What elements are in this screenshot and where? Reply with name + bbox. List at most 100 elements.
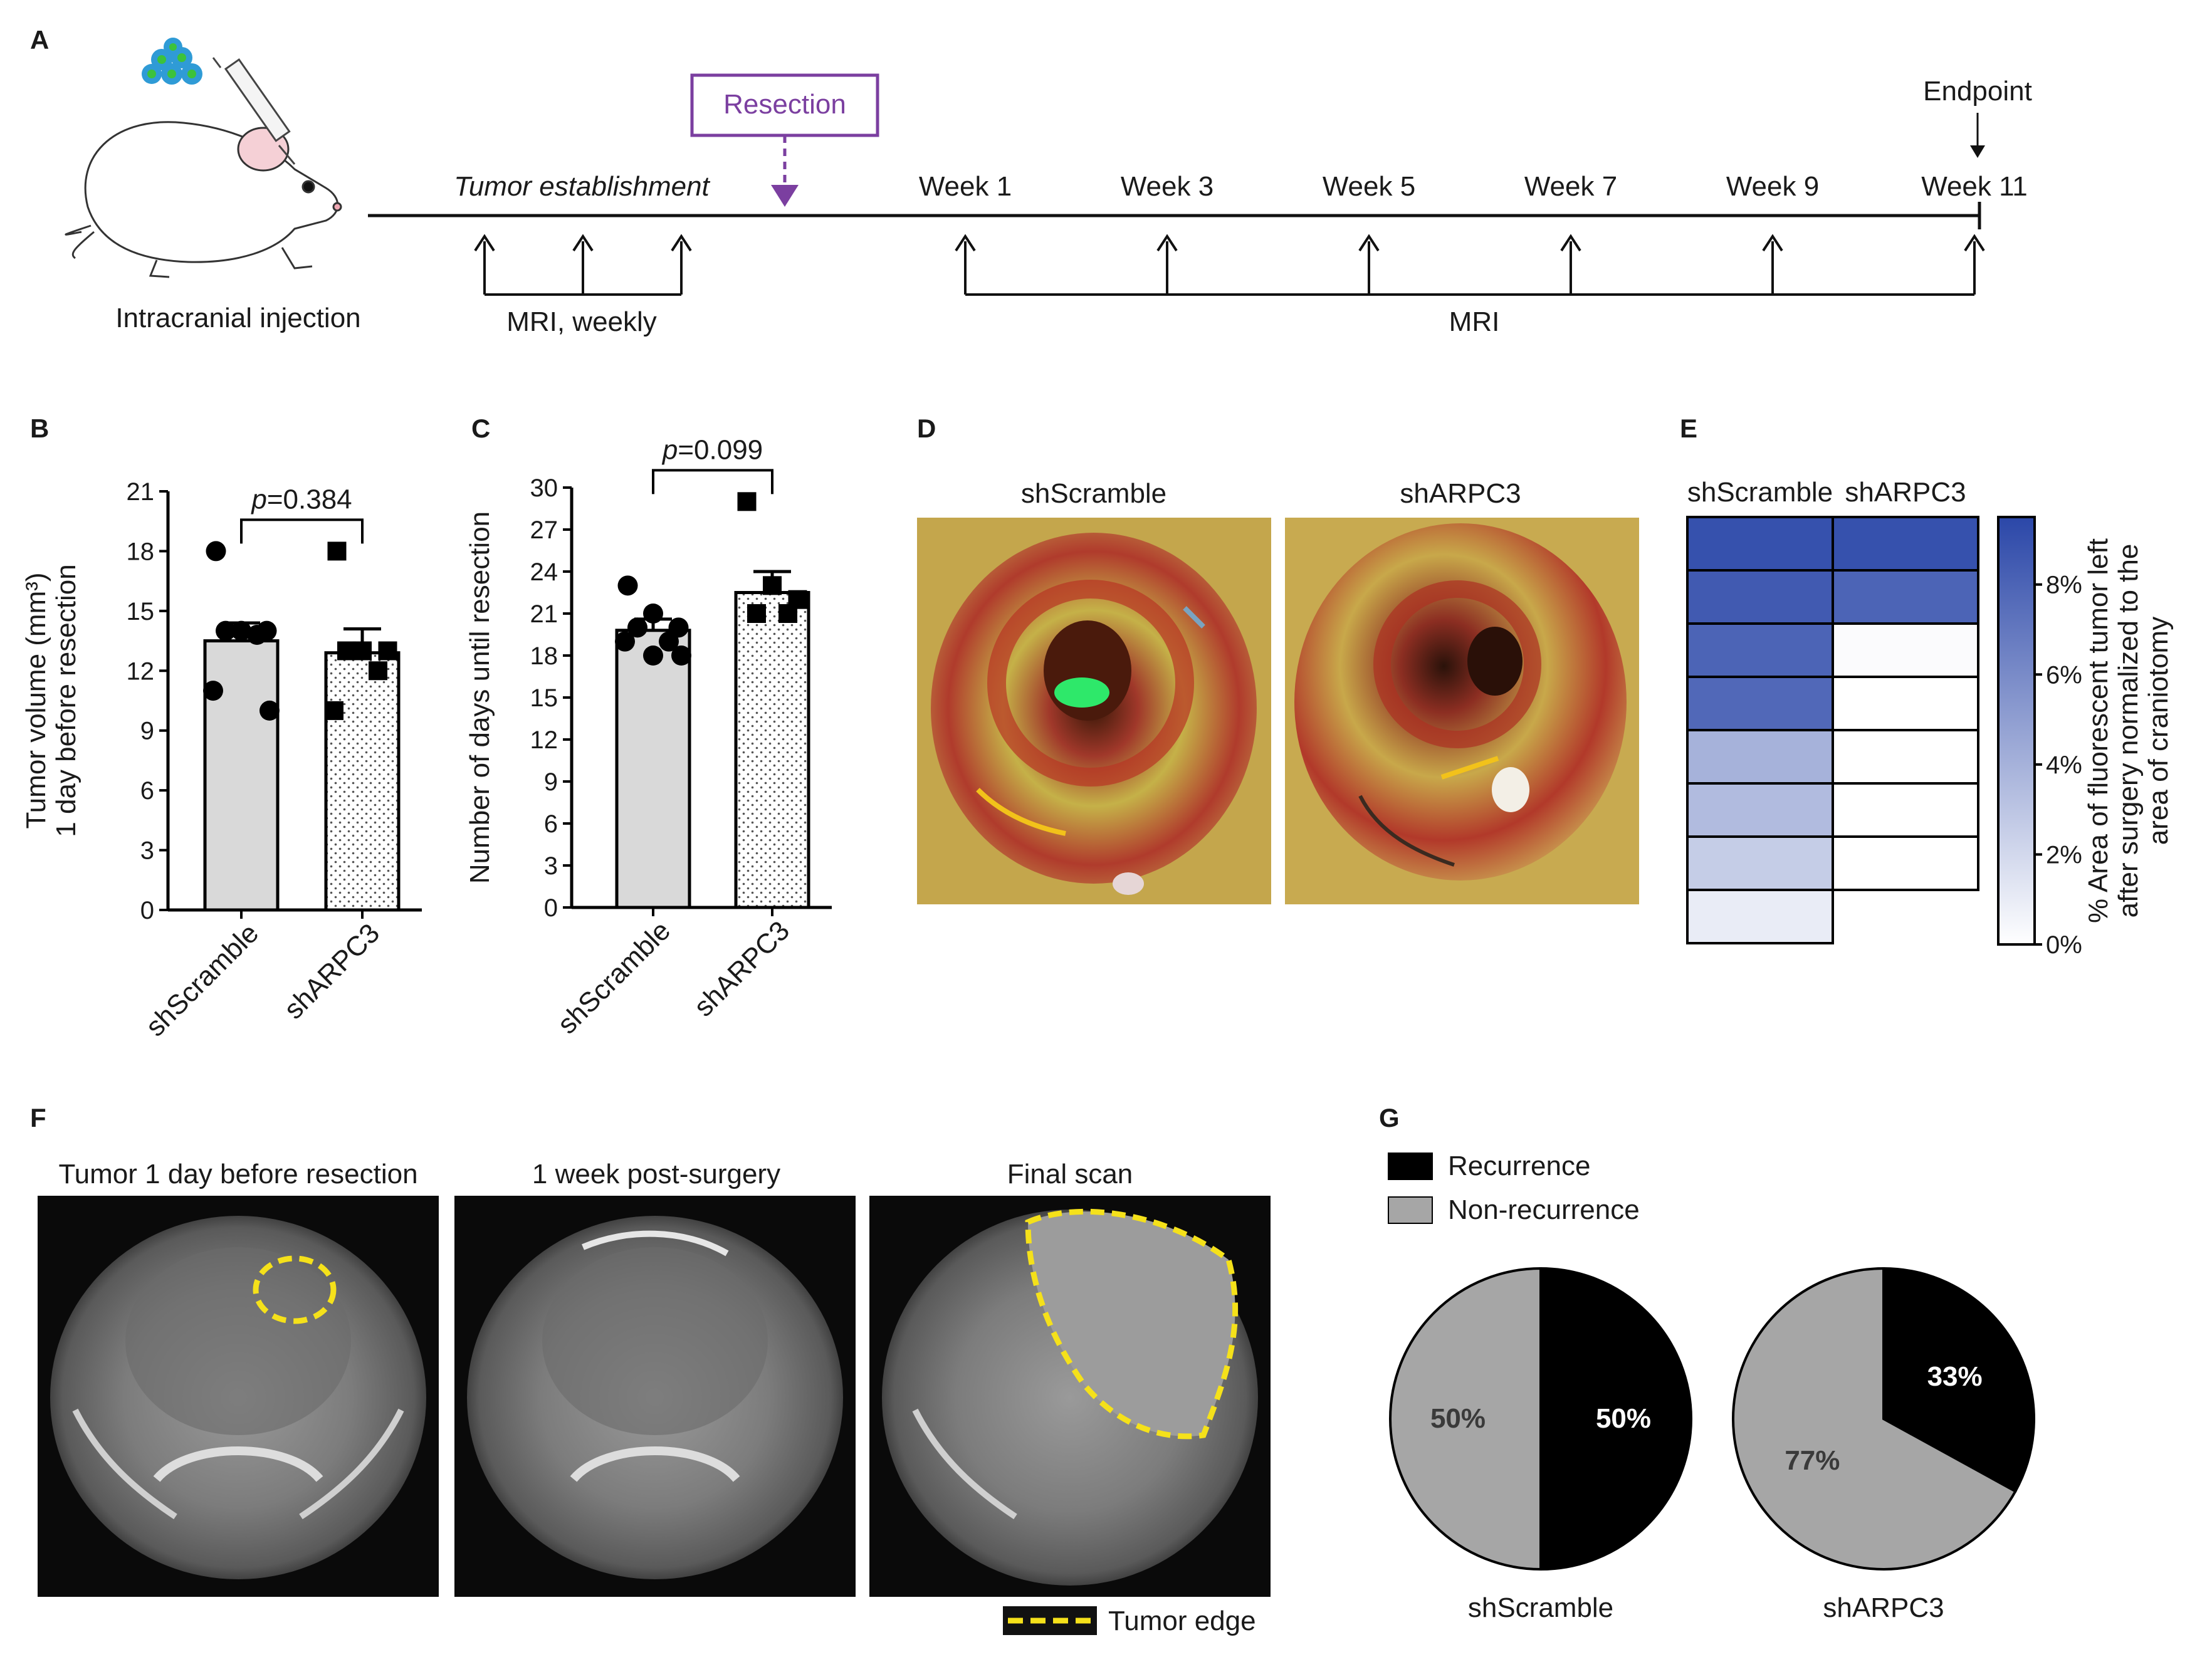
y-tick-label: 27 xyxy=(530,516,558,544)
pie-slice-label: 77% xyxy=(1785,1445,1840,1476)
data-point xyxy=(643,646,663,666)
data-point xyxy=(643,604,663,624)
mri-weekly-label: MRI, weekly xyxy=(506,306,657,337)
tumor-edge-outline xyxy=(1025,1208,1239,1440)
colorbar-tick-label: 8% xyxy=(2046,572,2082,599)
mri-arrowhead xyxy=(1762,234,1783,252)
week-label: Week 1 xyxy=(919,171,1012,202)
heatmap-cell xyxy=(1686,516,1834,572)
panel-label-e: E xyxy=(1680,414,1697,443)
y-tick-label: 0 xyxy=(544,894,558,922)
heatmap-column-label: shARPC3 xyxy=(1845,477,1966,508)
y-axis-label: Number of days until resection xyxy=(464,511,495,884)
heatmap-cell xyxy=(1832,516,1979,572)
data-point xyxy=(615,631,635,652)
data-point xyxy=(327,541,347,561)
mri-weekly-arrows xyxy=(474,234,692,296)
mri-title-1: Tumor 1 day before resection xyxy=(58,1159,417,1189)
data-point xyxy=(369,661,387,681)
heatmap-cell xyxy=(1686,569,1834,625)
resection-box xyxy=(690,73,879,137)
colorbar-tick-label: 0% xyxy=(2046,931,2082,959)
heatmap-cell xyxy=(1686,622,1834,678)
legend-swatch xyxy=(1388,1153,1433,1180)
tumor-edge-legend: Tumor edge xyxy=(1003,1606,1256,1636)
week-label: Week 11 xyxy=(1921,171,2028,202)
heatmap-cell xyxy=(1832,676,1979,731)
y-tick-label: 30 xyxy=(530,474,558,502)
p-value-label: p=0.099 xyxy=(661,434,763,465)
heatmap-cell xyxy=(1686,676,1834,731)
chart-c: 0 3 6 9 12 15 18 21 24 27 30 Number of days until r… xyxy=(464,434,832,1040)
bar xyxy=(734,591,810,909)
y-tick-label: 15 xyxy=(127,598,155,625)
pie-title: shARPC3 xyxy=(1823,1592,1944,1623)
week-label: Week 5 xyxy=(1323,171,1415,202)
pie-slice xyxy=(1389,1267,1542,1571)
cell-cluster-icon xyxy=(142,38,202,85)
panel-g: G Recurrence Non-recurrence 50% 50% shScramb… xyxy=(1379,1103,2035,1623)
y-tick-label: 0 xyxy=(140,897,154,924)
mri-arrowhead xyxy=(1156,234,1178,252)
pie-slice-label: 33% xyxy=(1927,1361,1983,1392)
y-tick-label: 15 xyxy=(530,684,558,712)
y-tick-label: 21 xyxy=(530,600,558,628)
heatmap-cell xyxy=(1686,729,1834,785)
panel-label-a: A xyxy=(30,25,49,55)
x-tick-label: shARPC3 xyxy=(688,915,795,1022)
y-axis-label: Tumor volume (mm³) xyxy=(21,572,51,828)
colorbar-tick-label: 2% xyxy=(2046,841,2082,869)
y-tick-label: 3 xyxy=(140,837,154,865)
mri-arrowhead xyxy=(1560,234,1581,252)
heatmap-cell xyxy=(1832,569,1979,625)
pie-slice xyxy=(1882,1267,2035,1493)
week-label: Week 7 xyxy=(1524,171,1617,202)
photo-sharpc3 xyxy=(1285,518,1639,904)
mri-arrowhead xyxy=(955,234,976,252)
pie-g: Recurrence Non-recurrence 50% 50% shScramble… xyxy=(1388,1151,2035,1623)
y-tick-label: 3 xyxy=(544,852,558,880)
heatmap-cell xyxy=(1686,782,1834,838)
panel-a: A Intracranial injection xyxy=(30,25,2032,337)
resection-arrowhead xyxy=(771,185,799,207)
heatmap-cell xyxy=(1832,729,1979,785)
resection-label: Resection xyxy=(723,89,846,120)
data-point xyxy=(668,617,689,638)
legend-label: Recurrence xyxy=(1448,1151,1590,1181)
x-tick-label: shScramble xyxy=(552,915,676,1040)
bar xyxy=(324,651,401,912)
data-point xyxy=(259,700,280,721)
endpoint-arrowhead xyxy=(1970,145,1985,158)
week-label: Week 9 xyxy=(1726,171,1819,202)
panel-e: E shScramble shARPC3 0% 2% 4% 6% 8%% Area of f… xyxy=(1680,414,2174,959)
bar xyxy=(615,629,691,909)
photo-right-title: shARPC3 xyxy=(1400,478,1521,509)
y-tick-label: 12 xyxy=(127,657,155,685)
pie-slice xyxy=(1732,1267,2018,1571)
data-point xyxy=(763,576,782,595)
data-point xyxy=(747,604,766,623)
syringe-icon xyxy=(212,57,296,165)
legend-label: Non-recurrence xyxy=(1448,1194,1640,1225)
y-tick-label: 9 xyxy=(140,718,154,745)
data-point xyxy=(378,641,397,661)
heatmap-column-label: shScramble xyxy=(1687,477,1833,508)
mouse-illustration xyxy=(65,121,342,278)
heatmap-cell xyxy=(1832,782,1979,838)
data-point xyxy=(671,646,691,666)
colorbar-tick-label: 6% xyxy=(2046,661,2082,689)
data-point xyxy=(231,620,251,641)
y-tick-label: 12 xyxy=(530,726,558,754)
panel-label-f: F xyxy=(30,1103,46,1132)
chart-b: 0 3 6 9 12 15 18 21 Tumor volume (mm³) 1 day befo… xyxy=(21,478,422,1042)
mri-scan-final xyxy=(869,1196,1271,1597)
y-axis-label: 1 day before resection xyxy=(51,564,81,837)
injection-label: Intracranial injection xyxy=(115,303,360,333)
panel-f: F Tumor 1 day before resection 1 week po… xyxy=(30,1103,1271,1636)
y-tick-label: 18 xyxy=(530,642,558,670)
legend-swatch xyxy=(1388,1196,1433,1224)
pie-title: shScramble xyxy=(1468,1592,1613,1623)
significance-bracket xyxy=(652,469,773,494)
panel-d: D shScramble shARPC3 xyxy=(917,414,1639,904)
